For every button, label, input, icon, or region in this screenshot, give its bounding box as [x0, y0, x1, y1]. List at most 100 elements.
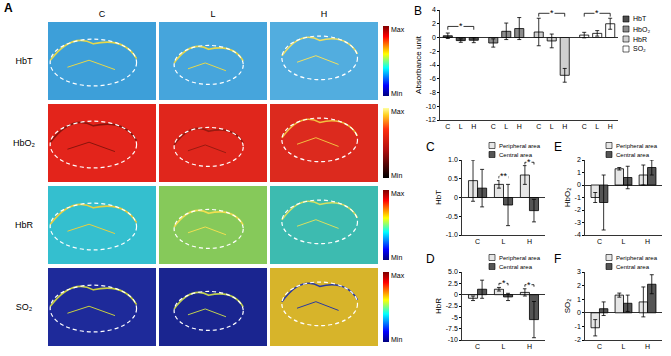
svg-text:H: H	[645, 238, 650, 245]
svg-text:-8: -8	[430, 89, 436, 96]
svg-text:*: *	[527, 157, 531, 167]
svg-text:Min: Min	[391, 172, 402, 179]
svg-text:HbO₂: HbO₂	[633, 26, 650, 33]
svg-text:C: C	[597, 343, 602, 350]
svg-text:-0.5: -0.5	[446, 213, 458, 220]
svg-text:H: H	[471, 123, 476, 130]
svg-text:0: 0	[454, 194, 458, 201]
svg-text:HbT: HbT	[15, 56, 33, 66]
svg-text:H: H	[321, 9, 328, 19]
svg-text:Peripheral area: Peripheral area	[616, 143, 658, 149]
svg-text:-1.0: -1.0	[446, 231, 458, 238]
svg-text:-5: -5	[452, 314, 458, 321]
svg-text:5.0: 5.0	[448, 268, 458, 275]
svg-text:3: 3	[577, 268, 581, 275]
svg-text:Min: Min	[391, 90, 402, 97]
svg-text:Peripheral area: Peripheral area	[499, 255, 541, 261]
svg-text:E: E	[554, 140, 562, 154]
svg-text:Max: Max	[391, 108, 405, 115]
svg-text:C: C	[491, 123, 496, 130]
svg-text:L: L	[459, 123, 463, 130]
svg-text:L: L	[622, 238, 626, 245]
svg-text:-12: -12	[426, 116, 436, 123]
svg-text:C: C	[426, 140, 435, 154]
svg-text:1: 1	[577, 296, 581, 303]
svg-text:Central area: Central area	[616, 152, 650, 158]
svg-text:Central area: Central area	[499, 264, 533, 270]
svg-text:Peripheral area: Peripheral area	[616, 255, 658, 261]
svg-text:-2: -2	[575, 206, 581, 213]
svg-text:*: *	[595, 8, 599, 18]
svg-text:2: 2	[432, 20, 436, 27]
svg-text:Central area: Central area	[616, 264, 650, 270]
svg-text:H: H	[608, 123, 613, 130]
svg-text:HbO₂: HbO₂	[563, 188, 572, 208]
svg-text:-3: -3	[575, 219, 581, 226]
svg-text:L: L	[210, 9, 215, 19]
svg-text:2: 2	[577, 156, 581, 163]
svg-text:-6: -6	[430, 75, 436, 82]
svg-text:-2.5: -2.5	[446, 302, 458, 309]
svg-text:Central area: Central area	[499, 152, 533, 158]
svg-text:1: 1	[577, 169, 581, 176]
svg-text:L: L	[502, 343, 506, 350]
svg-text:HbR: HbR	[15, 220, 34, 230]
svg-text:SO₂: SO₂	[633, 45, 646, 52]
svg-text:*: *	[527, 280, 531, 290]
svg-text:Max: Max	[391, 190, 405, 197]
svg-text:SO₂: SO₂	[16, 302, 33, 312]
svg-text:HbR: HbR	[434, 298, 443, 314]
svg-text:-2: -2	[430, 48, 436, 55]
svg-text:L: L	[502, 238, 506, 245]
svg-text:F: F	[554, 252, 561, 266]
svg-text:Max: Max	[391, 272, 405, 279]
svg-text:H: H	[517, 123, 522, 130]
svg-text:*: *	[550, 8, 554, 18]
svg-text:HbO₂: HbO₂	[13, 138, 36, 148]
svg-text:**: **	[500, 171, 508, 181]
svg-text:HbR: HbR	[633, 36, 647, 43]
svg-text:C: C	[597, 238, 602, 245]
svg-text:SO₂: SO₂	[563, 299, 572, 314]
svg-text:0: 0	[577, 181, 581, 188]
svg-text:0: 0	[454, 291, 458, 298]
svg-text:C: C	[445, 123, 450, 130]
svg-text:*: *	[459, 21, 463, 31]
svg-text:C: C	[99, 9, 106, 19]
svg-text:C: C	[536, 123, 541, 130]
svg-text:L: L	[622, 343, 626, 350]
svg-text:-4: -4	[430, 61, 436, 68]
svg-text:-2: -2	[575, 336, 581, 343]
svg-text:H: H	[527, 343, 532, 350]
svg-text:L: L	[595, 123, 599, 130]
svg-text:-10: -10	[426, 103, 436, 110]
svg-text:-7.5: -7.5	[446, 325, 458, 332]
svg-text:H: H	[527, 238, 532, 245]
svg-text:D: D	[426, 252, 435, 266]
svg-text:0: 0	[432, 34, 436, 41]
svg-text:Max: Max	[391, 26, 405, 33]
svg-text:*: *	[502, 278, 506, 288]
svg-text:L: L	[550, 123, 554, 130]
svg-text:Min: Min	[391, 254, 402, 261]
svg-text:Min: Min	[391, 336, 402, 343]
svg-text:-1: -1	[575, 323, 581, 330]
svg-text:2: 2	[577, 282, 581, 289]
svg-text:1.0: 1.0	[448, 156, 458, 163]
svg-text:L: L	[504, 123, 508, 130]
svg-text:C: C	[582, 123, 587, 130]
svg-text:H: H	[645, 343, 650, 350]
svg-text:-1: -1	[575, 194, 581, 201]
svg-text:2.5: 2.5	[448, 280, 458, 287]
svg-text:HbT: HbT	[434, 190, 443, 205]
svg-text:4: 4	[432, 6, 436, 13]
svg-text:0: 0	[577, 309, 581, 316]
svg-text:Peripheral area: Peripheral area	[499, 143, 541, 149]
svg-text:C: C	[475, 343, 480, 350]
svg-text:-4: -4	[575, 231, 581, 238]
svg-text:H: H	[562, 123, 567, 130]
svg-text:C: C	[475, 238, 480, 245]
svg-text:Absorbance unit: Absorbance unit	[414, 35, 423, 94]
svg-text:B: B	[414, 4, 422, 18]
svg-text:HbT: HbT	[633, 15, 647, 22]
